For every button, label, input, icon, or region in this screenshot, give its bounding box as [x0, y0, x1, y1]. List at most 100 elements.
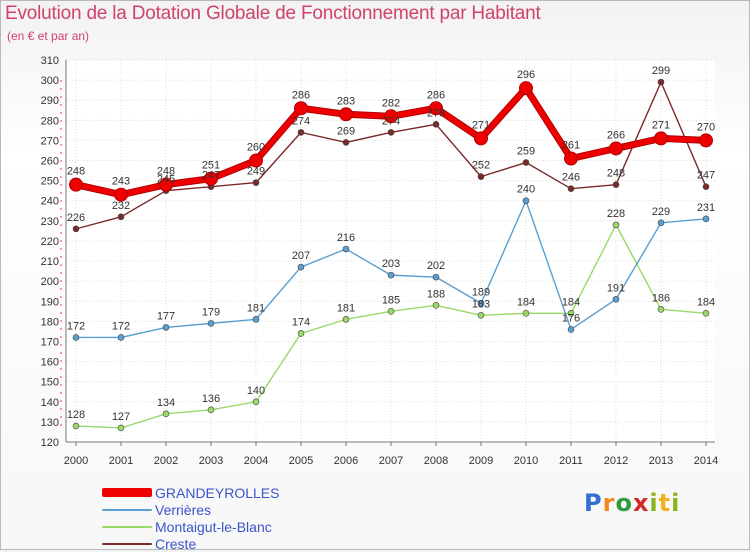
- data-label: 261: [562, 140, 580, 152]
- x-tick-label: 2007: [379, 455, 403, 467]
- x-tick-label: 2013: [649, 455, 673, 467]
- y-tick-label: 220: [41, 236, 59, 248]
- data-label: 252: [472, 160, 490, 172]
- y-tick-label: 120: [41, 437, 59, 449]
- data-point: [567, 185, 575, 192]
- data-point: [162, 410, 170, 418]
- data-label: 207: [292, 250, 310, 262]
- data-label: 174: [292, 316, 310, 328]
- x-tick-label: 2003: [199, 455, 223, 467]
- data-label: 248: [607, 168, 625, 180]
- data-label: 269: [337, 125, 355, 137]
- data-point: [657, 306, 665, 313]
- data-label: 176: [562, 312, 580, 324]
- y-tick-label: 170: [41, 336, 59, 348]
- legend-swatch: [102, 542, 152, 545]
- data-label: 249: [247, 166, 265, 178]
- data-label: 260: [247, 142, 265, 154]
- legend-item: GRANDEYROLLES: [102, 484, 279, 501]
- y-tick-label: 130: [41, 417, 59, 429]
- data-point: [657, 78, 665, 86]
- data-point: [342, 139, 350, 146]
- data-label: 245: [157, 174, 175, 186]
- legend-item: Creste: [102, 535, 279, 552]
- y-tick-label: 250: [41, 176, 59, 188]
- y-tick-label: 260: [41, 156, 59, 168]
- data-label: 226: [67, 212, 85, 224]
- data-label: 271: [652, 119, 670, 131]
- x-tick-label: 2002: [154, 455, 178, 467]
- data-point: [564, 151, 578, 166]
- data-point: [297, 129, 305, 136]
- data-point: [72, 334, 80, 341]
- data-point: [297, 263, 305, 271]
- data-label: 184: [562, 296, 580, 308]
- chart-title: Evolution de la Dotation Globale de Fonc…: [5, 3, 541, 24]
- data-point: [702, 215, 710, 223]
- data-point: [72, 225, 80, 233]
- data-point: [702, 310, 710, 317]
- data-label: 172: [112, 320, 130, 332]
- data-point: [297, 330, 305, 337]
- proxiti-logo: Proxiti: [584, 489, 680, 517]
- logo-letter: t: [658, 489, 672, 517]
- x-tick-label: 2014: [694, 455, 718, 467]
- logo-letter: r: [602, 489, 616, 517]
- data-point: [162, 324, 170, 331]
- data-point: [159, 177, 173, 192]
- data-label: 286: [292, 89, 310, 101]
- data-point: [522, 310, 530, 317]
- data-label: 189: [472, 286, 490, 298]
- data-label: 243: [112, 176, 130, 188]
- data-point: [249, 153, 263, 168]
- data-point: [207, 406, 215, 414]
- legend-item: Montaigut-le-Blanc: [102, 518, 279, 535]
- x-tick-label: 2006: [334, 455, 358, 467]
- chart-legend: GRANDEYROLLES Verrières Montaigut-le-Blanc…: [102, 484, 279, 552]
- y-tick-label: 240: [41, 196, 59, 208]
- data-label: 231: [697, 202, 715, 214]
- data-label: 188: [427, 288, 445, 300]
- data-label: 134: [157, 397, 175, 409]
- data-point: [117, 334, 125, 341]
- data-label: 216: [337, 232, 355, 244]
- data-label: 246: [562, 172, 580, 184]
- data-point: [69, 177, 83, 192]
- data-point: [477, 173, 485, 180]
- data-label: 248: [157, 166, 175, 178]
- x-tick-label: 2008: [424, 455, 448, 467]
- data-point: [612, 221, 620, 229]
- legend-swatch: [102, 508, 152, 511]
- data-label: 240: [517, 184, 535, 196]
- data-point: [654, 131, 668, 146]
- data-label: 247: [697, 170, 715, 182]
- data-point: [699, 133, 713, 148]
- data-label: 128: [67, 409, 85, 421]
- data-label: 191: [607, 282, 625, 294]
- data-point: [702, 183, 710, 190]
- legend-swatch: [102, 525, 152, 528]
- data-label: 232: [112, 200, 130, 212]
- data-point: [252, 179, 260, 186]
- data-point: [474, 131, 488, 146]
- data-label: 251: [202, 160, 220, 172]
- x-tick-label: 2010: [514, 455, 538, 467]
- data-label: 228: [607, 208, 625, 220]
- y-tick-label: 300: [41, 75, 59, 87]
- data-point: [477, 312, 485, 319]
- data-label: 270: [697, 121, 715, 133]
- legend-item: Verrières: [102, 501, 279, 518]
- data-label: 259: [517, 146, 535, 158]
- data-point: [429, 101, 443, 116]
- data-point: [432, 273, 440, 281]
- data-label: 299: [652, 65, 670, 77]
- data-point: [339, 107, 353, 122]
- data-point: [117, 424, 125, 432]
- data-point: [204, 171, 218, 186]
- data-label: 248: [67, 166, 85, 178]
- data-point: [387, 308, 395, 315]
- data-label: 181: [337, 302, 355, 314]
- data-label: 203: [382, 258, 400, 270]
- data-label: 177: [157, 310, 175, 322]
- data-label: 179: [202, 306, 220, 318]
